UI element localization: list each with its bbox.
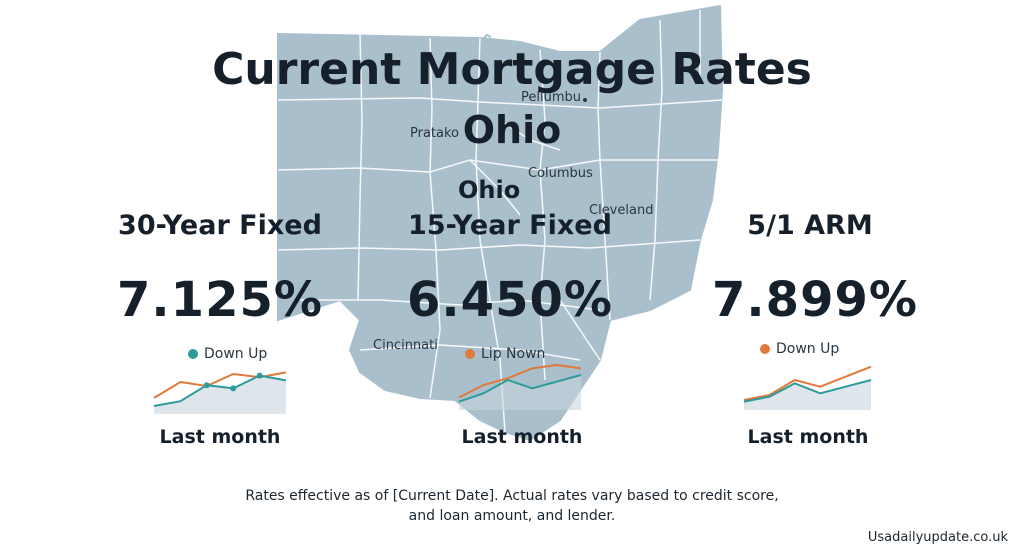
page-title: Current Mortgage Rates bbox=[212, 44, 812, 95]
footer-arm: Last month bbox=[747, 426, 869, 448]
product-name-15yr: 15-Year Fixed bbox=[408, 210, 612, 241]
map-label-top: Pellumbu bbox=[521, 90, 581, 105]
disclaimer-line-2: and loan amount, and lender. bbox=[408, 508, 616, 524]
footer-30yr: Last month bbox=[159, 426, 281, 448]
legend-30yr: Down Up bbox=[188, 346, 267, 362]
legend-label: Down Up bbox=[776, 341, 840, 357]
data-point bbox=[230, 385, 237, 392]
map-label-state: Ohio bbox=[458, 176, 521, 204]
legend-label: Down Up bbox=[204, 346, 268, 362]
mini-chart-30yr bbox=[153, 371, 287, 414]
map-label-cincinnati: Cincinnati bbox=[373, 338, 438, 353]
map-label-cleveland: Cleveland bbox=[589, 203, 654, 218]
legend-label: Lip Nown bbox=[481, 346, 546, 362]
city-dot bbox=[583, 98, 587, 102]
series-line-1 bbox=[153, 374, 287, 407]
series-line-0 bbox=[743, 365, 872, 401]
data-point bbox=[203, 382, 210, 389]
state-subtitle: Ohio bbox=[462, 108, 562, 152]
county-lines bbox=[277, 10, 723, 433]
legend-dot bbox=[760, 344, 770, 354]
product-name-30yr: 30-Year Fixed bbox=[118, 210, 322, 241]
rate-15yr: 6.450% bbox=[407, 272, 613, 328]
disclaimer: Rates effective as of [Current Date]. Ac… bbox=[0, 486, 1024, 526]
lake-islands bbox=[483, 33, 496, 43]
rate-30yr: 7.125% bbox=[117, 272, 323, 328]
legend-arm: Down Up bbox=[760, 341, 839, 357]
series-line-1 bbox=[743, 379, 872, 403]
mini-chart-arm bbox=[743, 365, 872, 410]
source-credit: Usadailyupdate.co.uk bbox=[867, 530, 1008, 545]
series-line-1 bbox=[458, 374, 582, 403]
map-label-columbus: Columbus bbox=[528, 166, 593, 181]
rate-arm: 7.899% bbox=[712, 272, 918, 328]
series-area bbox=[154, 375, 286, 414]
footer-15yr: Last month bbox=[461, 426, 583, 448]
map-label-left: Pratako bbox=[410, 126, 460, 141]
data-point bbox=[256, 372, 263, 379]
series-line-0 bbox=[458, 363, 582, 399]
legend-dot bbox=[465, 349, 475, 359]
disclaimer-line-1: Rates effective as of [Current Date]. Ac… bbox=[245, 488, 779, 504]
series-area bbox=[744, 380, 871, 410]
product-name-arm: 5/1 ARM bbox=[747, 210, 873, 241]
legend-15yr: Lip Nown bbox=[465, 346, 545, 362]
mini-chart-15yr bbox=[458, 363, 582, 410]
legend-dot bbox=[188, 349, 198, 359]
